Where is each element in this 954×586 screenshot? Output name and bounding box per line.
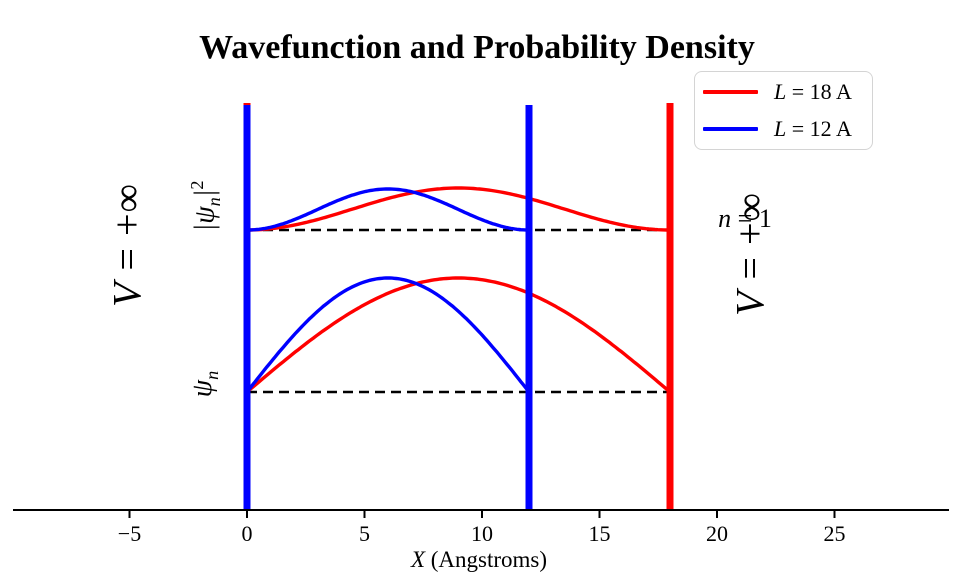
potential-variable: V — [727, 290, 773, 317]
curve-probability-density-L12 — [245, 187, 531, 232]
psi-subscript: n — [201, 370, 222, 380]
curve-probability-density-L18 — [245, 186, 672, 232]
psi-squared-symbol: |ψ — [189, 206, 221, 232]
state-variable: n — [718, 204, 732, 233]
chart-title: Wavefunction and Probability Density — [199, 28, 755, 66]
x-axis-units: (Angstroms) — [425, 547, 548, 572]
legend-line-swatch-red — [703, 90, 758, 95]
potential-value: = +∞ — [104, 182, 150, 282]
legend-entry-L12: L = 12 A — [695, 111, 872, 147]
curve-wavefunction-L12 — [245, 276, 531, 394]
potential-variable: V — [104, 281, 150, 308]
psi-squared-bar: | — [189, 189, 221, 198]
psi-squared-exponent: 2 — [187, 180, 208, 190]
legend-label: L = 12 A — [774, 115, 852, 141]
psi-squared-subscript: n — [203, 197, 224, 207]
curve-wavefunction-L18 — [245, 276, 672, 394]
legend-line-swatch-blue — [703, 126, 758, 131]
x-tick-label: 25 — [823, 521, 846, 546]
x-tick-label: 5 — [359, 521, 370, 546]
x-tick-label: 20 — [706, 521, 728, 546]
x-tick-label: 15 — [588, 521, 611, 546]
psi-symbol: ψ — [187, 379, 219, 398]
x-axis-variable: X — [410, 547, 426, 572]
x-tick-label: 0 — [241, 521, 253, 546]
x-tick-label: 10 — [471, 521, 493, 546]
legend-label: L = 18 A — [774, 79, 852, 105]
legend-entry-L18: L = 18 A — [695, 74, 872, 110]
legend: L = 18 A L = 12 A — [694, 71, 873, 150]
x-tick-label: −5 — [117, 521, 142, 546]
state-value: = 1 — [731, 204, 772, 233]
